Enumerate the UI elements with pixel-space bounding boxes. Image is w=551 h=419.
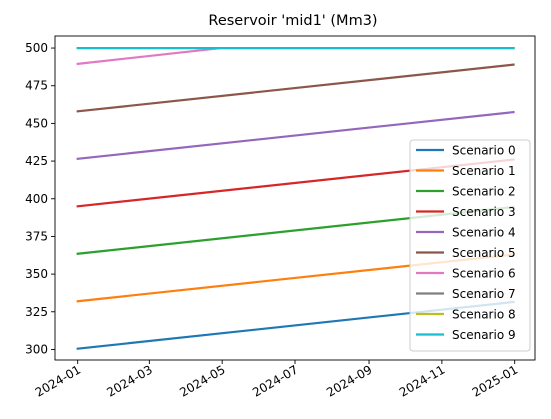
y-tick-label: 375 [25,229,48,243]
x-tick-label: 2024-09 [324,362,374,399]
series-lines [76,46,515,350]
x-tick-label: 2024-05 [177,362,227,399]
x-tick-label: 2024-07 [250,362,300,399]
y-tick-label: 400 [25,192,48,206]
y-tick-label: 425 [25,154,48,168]
legend-label-6: Scenario 6 [452,267,516,281]
legend-label-9: Scenario 9 [452,328,516,342]
legend-box [409,139,531,352]
legend-label-0: Scenario 0 [452,144,516,158]
legend-label-7: Scenario 7 [452,287,516,301]
legend-label-8: Scenario 8 [452,308,516,322]
chart-title: Reservoir 'mid1' (Mm3) [208,13,377,29]
y-tick-label: 300 [25,342,48,356]
y-tick-label: 350 [25,267,48,281]
legend-label-4: Scenario 4 [452,226,516,240]
legend-label-5: Scenario 5 [452,246,516,260]
x-tick-label: 2024-01 [33,362,83,399]
y-tick-label: 500 [25,41,48,55]
x-tick-label: 2025-01 [470,362,520,399]
legend-label-1: Scenario 1 [452,164,516,178]
x-tick-label: 2024-11 [397,362,447,399]
legend: Scenario 0 Scenario 1 Scenario 2 Scenario 3… [409,139,531,352]
legend-label-2: Scenario 2 [452,185,516,199]
legend-label-3: Scenario 3 [452,205,516,219]
series-line-5 [76,63,515,113]
y-tick-label: 325 [25,305,48,319]
x-tick-label: 2024-03 [104,362,154,399]
y-tick-label: 450 [25,116,48,130]
series-line-4 [76,110,515,161]
y-tick-label: 475 [25,79,48,93]
